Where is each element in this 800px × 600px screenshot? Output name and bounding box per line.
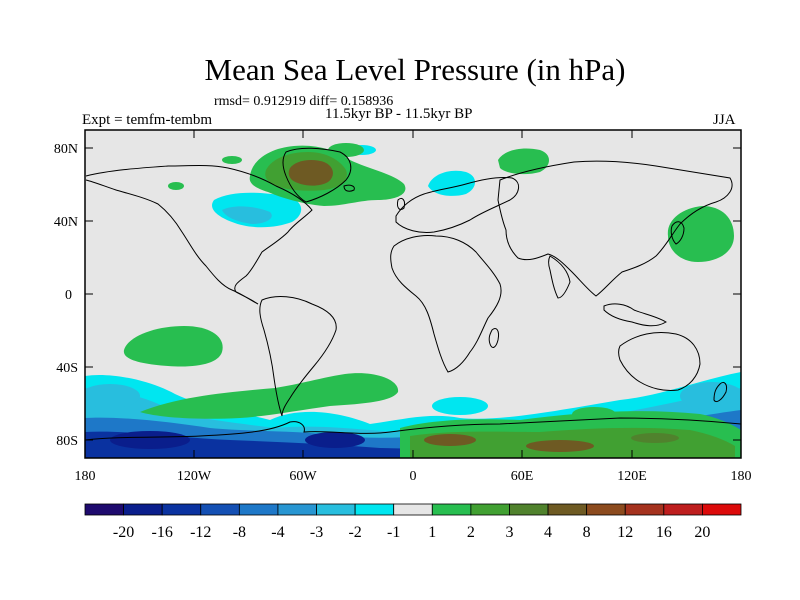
arctic-green-patch xyxy=(328,143,364,157)
coastline-north-america xyxy=(85,165,313,305)
colorbar-label: -1 xyxy=(387,524,400,541)
coastline-europe xyxy=(395,177,519,233)
colorbar-label: 3 xyxy=(505,524,513,541)
colorbar-swatch xyxy=(547,503,588,516)
colorbar-label: -2 xyxy=(348,524,361,541)
colorbar-swatch xyxy=(200,503,240,516)
labrador-cyan-patch xyxy=(222,206,272,224)
season-label: JJA xyxy=(713,112,736,128)
x-tick-label: 120W xyxy=(177,469,212,484)
x-tick-label: 180 xyxy=(731,469,752,484)
colorbar-label: 20 xyxy=(694,524,710,541)
y-tick-label: 0 xyxy=(65,288,72,303)
colorbar-swatch xyxy=(238,503,279,516)
coastline-antarctica xyxy=(85,417,741,441)
colorbar-label: -8 xyxy=(233,524,246,541)
colorbar: -20 -16 -12 -8 -4 -3 -2 -1 1 2 3 4 8 12 16 20 xyxy=(84,503,742,541)
coastlines xyxy=(85,147,741,441)
colorbar-swatch xyxy=(277,503,317,516)
x-tick-label: 60E xyxy=(511,469,534,484)
colorbar-label: 1 xyxy=(428,524,436,541)
colorbar-swatch xyxy=(84,503,124,516)
pressure-field xyxy=(85,143,741,458)
colorbar-swatch xyxy=(123,503,163,516)
experiment-label: Expt = temfm-tembm xyxy=(82,112,213,128)
colorbar-label: 16 xyxy=(656,524,672,541)
colorbar-swatch xyxy=(470,503,510,516)
colorbar-swatch xyxy=(431,503,472,516)
axis-ticks xyxy=(84,130,742,458)
coastline-greenland xyxy=(282,147,352,203)
coastline-maritime-continent xyxy=(603,303,667,327)
coastline-india xyxy=(548,255,571,299)
x-tick-label: 0 xyxy=(410,469,417,484)
colorbar-swatch xyxy=(161,503,202,516)
greenland-brown-core xyxy=(288,160,333,186)
colorbar-label: -16 xyxy=(152,524,173,541)
colorbar-label: 4 xyxy=(544,524,552,541)
coastline-south-america xyxy=(259,296,337,417)
colorbar-swatch xyxy=(624,503,665,516)
southwest-pacific-cyan-patch xyxy=(680,382,741,410)
coastline-africa xyxy=(390,235,502,373)
colorbar-label: 12 xyxy=(617,524,633,541)
coastline-new-zealand xyxy=(713,381,727,403)
colorbar-label: 2 xyxy=(467,524,475,541)
colorbar-swatch xyxy=(393,503,433,516)
coastline-britain xyxy=(397,197,405,211)
colorbar-label: -4 xyxy=(271,524,284,541)
alaska-green-patch xyxy=(222,156,242,164)
south-atlantic-green-band xyxy=(140,373,399,419)
south-pacific-green-patch xyxy=(123,326,223,367)
colorbar-swatch xyxy=(354,503,395,516)
south-indian-green-patch xyxy=(572,407,616,421)
coastline-asia xyxy=(497,160,733,297)
colorbar-swatch xyxy=(702,503,742,516)
y-tick-label: 40S xyxy=(56,361,78,376)
east-antarctic-brown-core-b xyxy=(526,440,594,452)
stats-label: rmsd= 0.912919 diff= 0.158936 xyxy=(214,94,394,109)
colorbar-swatch xyxy=(316,503,356,516)
colorbar-swatch xyxy=(509,503,549,516)
amundsen-low-core xyxy=(110,431,190,449)
x-tick-label: 120E xyxy=(617,469,647,484)
colorbar-label: 8 xyxy=(583,524,591,541)
coastline-iceland xyxy=(343,184,355,192)
y-tick-label: 80N xyxy=(54,142,78,157)
colorbar-swatch xyxy=(586,503,626,516)
south-indian-cyan-patch xyxy=(432,397,488,415)
colorbar-swatch xyxy=(663,503,703,516)
coastline-australia xyxy=(618,332,701,391)
weddell-low-core xyxy=(305,432,365,448)
plot-title: Mean Sea Level Pressure (in hPa) xyxy=(204,52,626,87)
siberia-green-patch xyxy=(498,148,549,175)
north-pacific-small-patch xyxy=(168,182,184,190)
colorbar-label: -3 xyxy=(310,524,323,541)
y-tick-label: 40N xyxy=(54,215,78,230)
south-pacific-cyan-patch xyxy=(85,384,140,408)
east-antarctic-brown-core-c xyxy=(631,433,679,443)
x-tick-label: 60W xyxy=(289,469,317,484)
colorbar-label: -20 xyxy=(113,524,134,541)
east-antarctic-brown-core-a xyxy=(424,434,476,446)
coastline-japan xyxy=(670,221,685,245)
x-tick-label: 180 xyxy=(75,469,96,484)
y-tick-label: 80S xyxy=(56,434,78,449)
period-label: 11.5kyr BP - 11.5kyr BP xyxy=(325,106,473,122)
coastline-madagascar xyxy=(488,327,499,348)
colorbar-label: -12 xyxy=(190,524,211,541)
